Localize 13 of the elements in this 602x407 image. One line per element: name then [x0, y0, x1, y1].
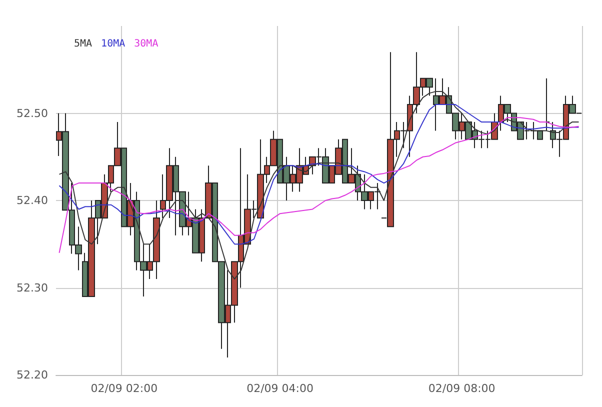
- y-tick-label: 52.20: [16, 368, 48, 382]
- x-tick-label: 02/09 02:00: [90, 382, 158, 395]
- y-tick-label: 52.50: [16, 106, 48, 120]
- x-tick-label: 02/09 08:00: [428, 382, 496, 395]
- line-series: [58, 90, 580, 280]
- candlestick: [543, 78, 550, 132]
- y-tick-label: 52.40: [16, 194, 48, 207]
- y-tick-label: 52.30: [16, 281, 48, 294]
- candlestick: [537, 130, 543, 140]
- text: 30MA: [134, 38, 158, 50]
- x-tick-label: 02/09 04:00: [246, 382, 314, 395]
- text: 5MA: [74, 38, 92, 50]
- text: 10MA: [101, 38, 126, 50]
